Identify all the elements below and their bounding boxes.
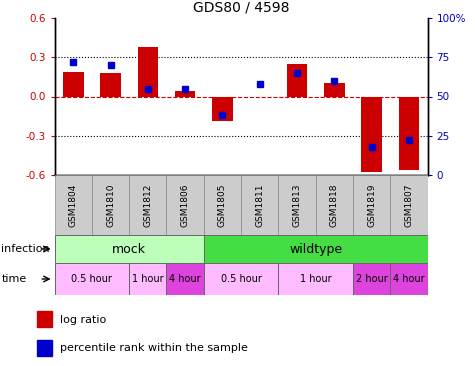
Bar	[361, 97, 382, 172]
Text: wildtype: wildtype	[289, 243, 342, 255]
Bar	[204, 235, 428, 263]
Bar	[55, 175, 92, 235]
Bar	[315, 175, 353, 235]
Text: log ratio: log ratio	[60, 315, 106, 325]
Bar	[353, 263, 390, 295]
Bar	[399, 97, 419, 170]
Text: GSM1807: GSM1807	[404, 183, 413, 227]
Bar	[37, 311, 52, 327]
Text: GSM1812: GSM1812	[143, 183, 152, 227]
Bar	[129, 175, 166, 235]
Bar	[353, 175, 390, 235]
Bar	[138, 47, 158, 97]
Bar	[100, 73, 121, 97]
Text: 1 hour: 1 hour	[300, 274, 332, 284]
Bar	[204, 263, 278, 295]
Text: GSM1813: GSM1813	[293, 183, 302, 227]
Text: GSM1811: GSM1811	[255, 183, 264, 227]
Text: GDS80 / 4598: GDS80 / 4598	[193, 0, 289, 14]
Bar	[167, 175, 204, 235]
Bar	[129, 263, 166, 295]
Bar	[37, 340, 52, 356]
Bar	[204, 175, 241, 235]
Bar	[278, 175, 316, 235]
Text: GSM1819: GSM1819	[367, 183, 376, 227]
Text: GSM1804: GSM1804	[69, 183, 78, 227]
Bar	[212, 97, 233, 122]
Bar	[278, 263, 353, 295]
Bar	[390, 175, 428, 235]
Text: GSM1806: GSM1806	[180, 183, 190, 227]
Bar	[241, 175, 278, 235]
Text: 2 hour: 2 hour	[356, 274, 388, 284]
Bar	[92, 175, 129, 235]
Text: percentile rank within the sample: percentile rank within the sample	[60, 343, 248, 353]
Text: GSM1818: GSM1818	[330, 183, 339, 227]
Bar	[55, 235, 204, 263]
Text: 0.5 hour: 0.5 hour	[220, 274, 262, 284]
Bar	[55, 263, 129, 295]
Bar	[63, 72, 84, 97]
Text: infection: infection	[1, 244, 50, 254]
Text: GSM1805: GSM1805	[218, 183, 227, 227]
Bar	[167, 263, 204, 295]
Text: 4 hour: 4 hour	[393, 274, 425, 284]
Bar	[324, 83, 344, 97]
Bar	[287, 64, 307, 97]
Text: 0.5 hour: 0.5 hour	[71, 274, 113, 284]
Text: mock: mock	[112, 243, 146, 255]
Text: time: time	[1, 274, 27, 284]
Bar	[390, 263, 428, 295]
Text: 1 hour: 1 hour	[132, 274, 164, 284]
Bar	[175, 91, 195, 97]
Text: GSM1810: GSM1810	[106, 183, 115, 227]
Text: 4 hour: 4 hour	[169, 274, 201, 284]
